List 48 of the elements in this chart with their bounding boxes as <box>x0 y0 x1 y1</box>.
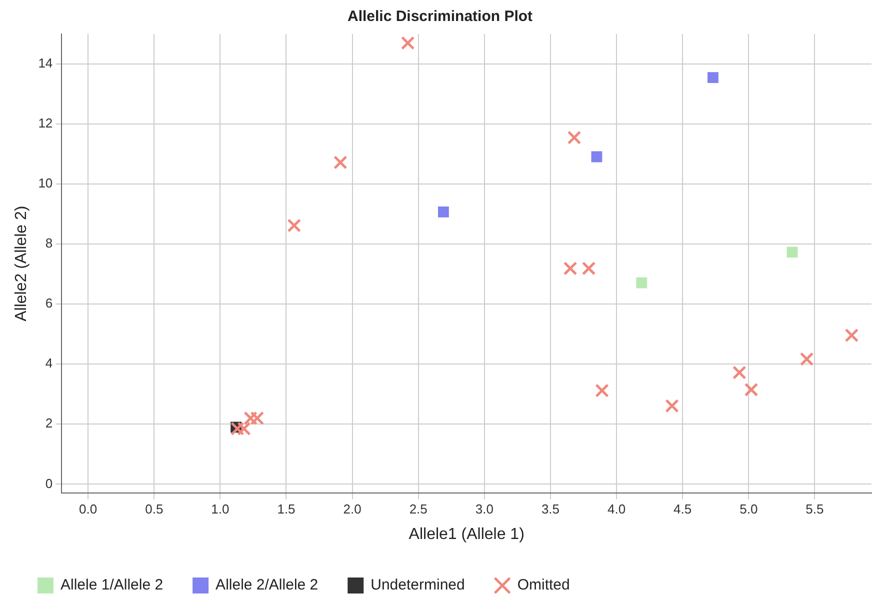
x-tick-label: 5.0 <box>740 502 758 517</box>
y-tick-label: 14 <box>38 56 53 71</box>
y-tick-label: 2 <box>45 416 53 431</box>
x-tick-label: 2.5 <box>409 502 428 517</box>
point <box>438 206 449 218</box>
x-tick-label: 1.0 <box>211 502 230 517</box>
y-axis-title: Allele2 (Allele 2) <box>13 206 30 322</box>
x-tick-label: 0.0 <box>79 502 98 517</box>
point <box>230 422 244 436</box>
x-tick-label: 4.0 <box>607 502 626 517</box>
y-tick-label: 6 <box>45 296 53 311</box>
x-tick-label: 0.5 <box>145 502 164 517</box>
y-tick-label: 8 <box>45 236 53 251</box>
point <box>636 277 648 288</box>
y-tick-label: 4 <box>45 356 53 371</box>
point <box>744 382 758 397</box>
point <box>844 328 859 342</box>
point <box>595 384 609 398</box>
point <box>237 422 251 436</box>
chart-title: Allelic Discrimination Plot <box>347 8 533 26</box>
point <box>591 151 602 162</box>
point <box>334 156 348 170</box>
point <box>786 246 798 258</box>
y-tick-label: 12 <box>38 116 53 131</box>
x-tick-label: 2.0 <box>343 502 362 517</box>
x-tick-label: 4.5 <box>674 502 692 517</box>
x-tick-label: 3.5 <box>541 502 560 517</box>
point <box>567 130 582 144</box>
point <box>582 261 596 276</box>
legend-label: Allele 2/Allele 2 <box>216 576 318 594</box>
point <box>244 411 258 426</box>
legend-label: Allele 1/Allele 2 <box>60 576 164 594</box>
point <box>250 411 264 426</box>
point <box>563 261 578 276</box>
y-tick-label: 0 <box>45 476 53 491</box>
x-tick-label: 1.5 <box>277 502 296 517</box>
x-tick-label: 5.5 <box>806 502 824 517</box>
x-axis-title: Allele1 (Allele 1) <box>408 526 524 543</box>
point <box>800 352 814 366</box>
point <box>708 72 718 83</box>
point <box>287 218 302 232</box>
x-tick-label: 3.0 <box>475 502 494 517</box>
point <box>400 36 415 50</box>
legend-label: Undetermined <box>370 576 465 594</box>
y-tick-label: 10 <box>38 176 53 191</box>
point <box>665 398 679 413</box>
legend-label: Omitted <box>517 576 570 594</box>
point <box>732 366 746 380</box>
